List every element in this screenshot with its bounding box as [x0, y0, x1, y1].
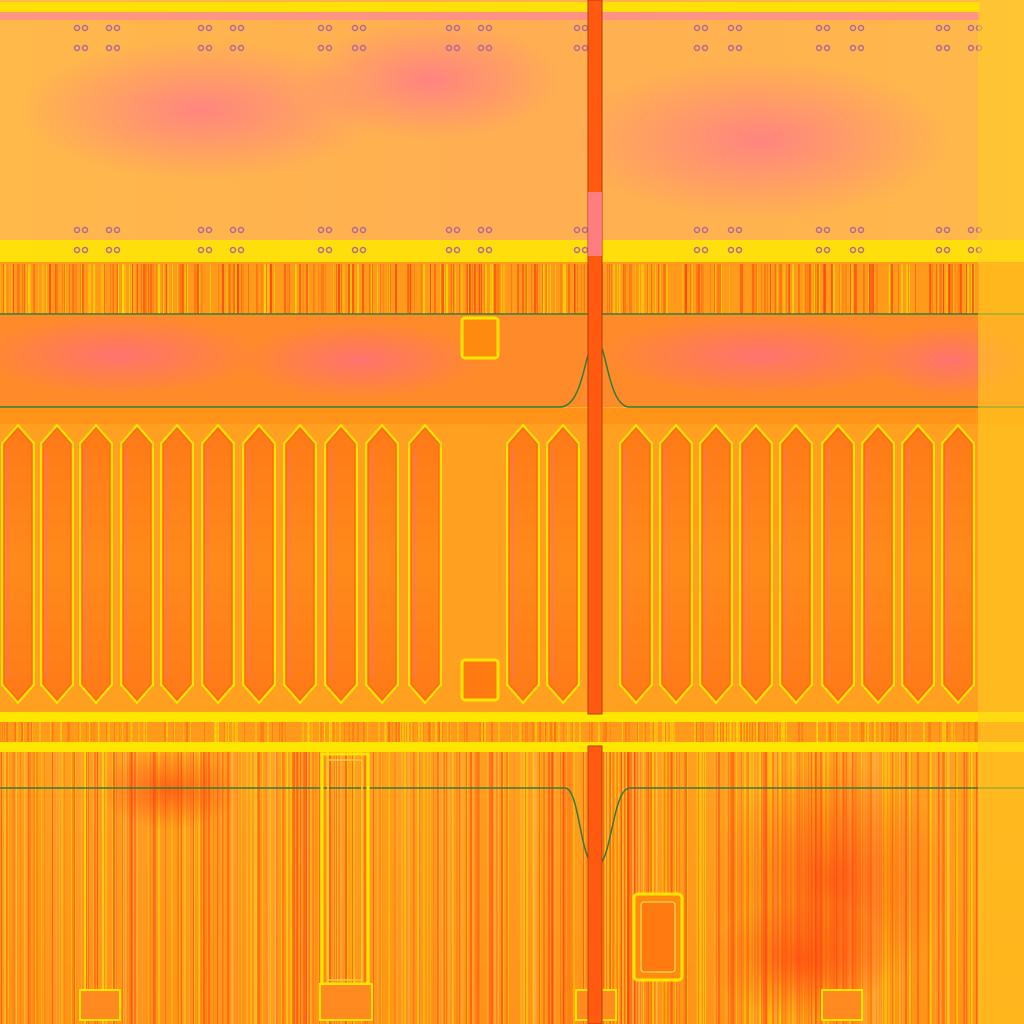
rivet-pair-icon — [197, 24, 213, 52]
louver-slot — [283, 423, 317, 705]
rivet-row-top — [73, 24, 983, 52]
rivet-pair-icon — [935, 24, 951, 52]
rivet-row-bottom — [73, 226, 983, 254]
square-hatch-icon — [460, 658, 500, 702]
rivet-pair-icon — [935, 226, 951, 254]
louver-slot — [941, 423, 975, 705]
louver-slot — [861, 423, 895, 705]
rivet-pair-icon — [849, 24, 865, 52]
rivet-pair-icon — [105, 24, 121, 52]
louver-slot — [242, 423, 276, 705]
rivet-pair-icon — [317, 226, 333, 254]
louvers-left — [1, 423, 580, 705]
right-edge-fade — [978, 0, 1024, 1024]
middle-pink-band — [0, 315, 1024, 408]
rivet-pair-icon — [693, 226, 709, 254]
square-hatch-icon — [460, 316, 500, 360]
louver-slot — [506, 423, 540, 705]
louver-slot — [779, 423, 813, 705]
rivet-pair-icon — [229, 24, 245, 52]
louver-slot — [546, 423, 580, 705]
rivet-pair-icon — [849, 226, 865, 254]
rivet-pair-icon — [445, 226, 461, 254]
rivet-pair-icon — [815, 226, 831, 254]
step-block — [319, 983, 373, 1021]
louver-section — [0, 408, 1024, 718]
center-seam-rod — [587, 0, 603, 1024]
rivet-pair-icon — [693, 24, 709, 52]
separator-strip — [0, 712, 1024, 752]
upper-roof-panel — [0, 0, 1024, 262]
rivet-pair-icon — [727, 226, 743, 254]
rivet-pair-icon — [477, 226, 493, 254]
lower-streaked-panel — [0, 750, 1024, 1024]
louver-slot — [120, 423, 154, 705]
step-block — [79, 989, 121, 1021]
louver-slot — [1, 423, 35, 705]
louvers-right — [619, 423, 975, 705]
louver-slot — [160, 423, 194, 705]
rivet-pair-icon — [73, 24, 89, 52]
louver-slot — [739, 423, 773, 705]
rivet-pair-icon — [73, 226, 89, 254]
louver-slot — [408, 423, 442, 705]
louver-slot — [699, 423, 733, 705]
louver-slot — [365, 423, 399, 705]
louver-slot — [619, 423, 653, 705]
louver-slot — [201, 423, 235, 705]
rivet-pair-icon — [317, 24, 333, 52]
streak-band-upper — [0, 262, 1024, 315]
rivet-pair-icon — [477, 24, 493, 52]
rivet-pair-icon — [105, 226, 121, 254]
rivet-pair-icon — [445, 24, 461, 52]
louver-slot — [79, 423, 113, 705]
rivet-pair-icon — [351, 226, 367, 254]
louver-slot — [659, 423, 693, 705]
rivet-pair-icon — [197, 226, 213, 254]
rivet-pair-icon — [727, 24, 743, 52]
rivet-pair-icon — [815, 24, 831, 52]
louver-slot — [324, 423, 358, 705]
louver-slot — [901, 423, 935, 705]
rivet-pair-icon — [351, 24, 367, 52]
louver-slot — [821, 423, 855, 705]
step-block — [821, 989, 863, 1021]
rivet-pair-icon — [229, 226, 245, 254]
louver-slot — [40, 423, 74, 705]
